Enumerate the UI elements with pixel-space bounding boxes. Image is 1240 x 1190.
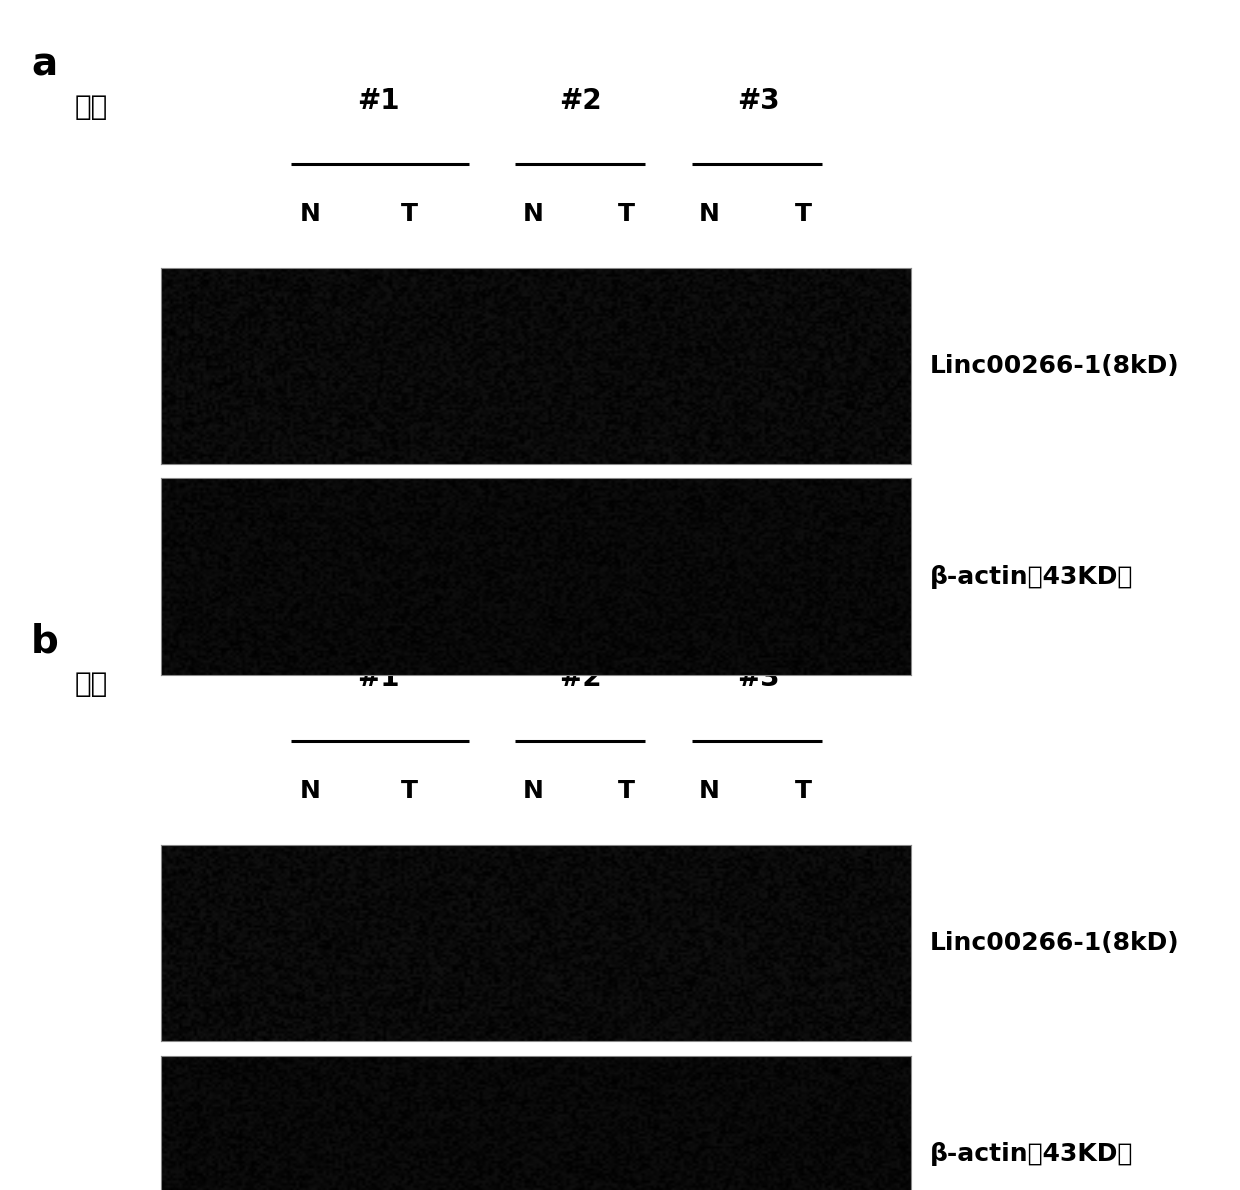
Text: N: N bbox=[300, 779, 320, 803]
Text: N: N bbox=[523, 779, 543, 803]
Text: T: T bbox=[618, 202, 635, 226]
Text: T: T bbox=[795, 202, 812, 226]
Text: Linc00266-1(8kD): Linc00266-1(8kD) bbox=[930, 353, 1179, 378]
Text: #1: #1 bbox=[357, 87, 399, 115]
Text: Linc00266-1(8kD): Linc00266-1(8kD) bbox=[930, 931, 1179, 956]
Text: #3: #3 bbox=[738, 87, 780, 115]
Text: b: b bbox=[31, 622, 58, 660]
Text: β-actin（43KD）: β-actin（43KD） bbox=[930, 564, 1133, 589]
Text: N: N bbox=[300, 202, 320, 226]
Text: 胃癌: 胃癌 bbox=[74, 670, 108, 699]
Text: β-actin（43KD）: β-actin（43KD） bbox=[930, 1141, 1133, 1166]
Text: #1: #1 bbox=[357, 664, 399, 693]
Text: #2: #2 bbox=[559, 87, 601, 115]
Text: N: N bbox=[699, 202, 719, 226]
Text: T: T bbox=[401, 202, 418, 226]
Text: T: T bbox=[401, 779, 418, 803]
Text: a: a bbox=[31, 45, 57, 83]
Text: 肌癌: 肌癌 bbox=[74, 93, 108, 121]
Text: #2: #2 bbox=[559, 664, 601, 693]
Text: T: T bbox=[795, 779, 812, 803]
Text: T: T bbox=[618, 779, 635, 803]
Text: N: N bbox=[699, 779, 719, 803]
Text: N: N bbox=[523, 202, 543, 226]
Text: #3: #3 bbox=[738, 664, 780, 693]
